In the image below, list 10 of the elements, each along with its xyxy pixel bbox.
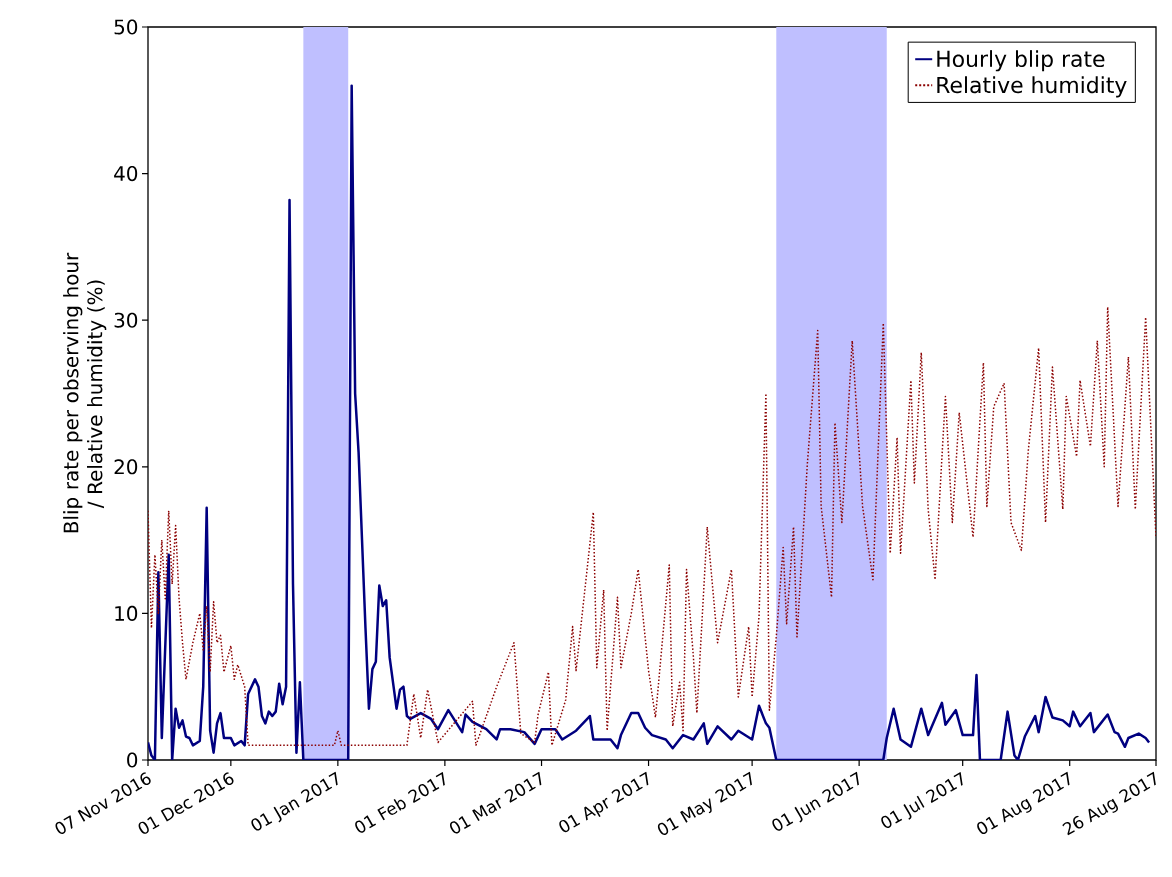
y-tick-label: 30 — [114, 312, 138, 328]
line-series — [148, 306, 1156, 747]
y-axis-title: Blip rate per observing hour / Relative humidity (%) — [63, 252, 107, 533]
legend-label: Hourly blip rate — [937, 50, 1105, 72]
y-tick-label: 50 — [114, 19, 138, 35]
legend-label: Relative humidity — [937, 76, 1127, 98]
y-tick-label: 10 — [115, 605, 138, 621]
y-tick-label: 0 — [127, 752, 138, 768]
y-tick-label: 20 — [114, 459, 138, 475]
y-tick-label: 40 — [114, 166, 138, 182]
